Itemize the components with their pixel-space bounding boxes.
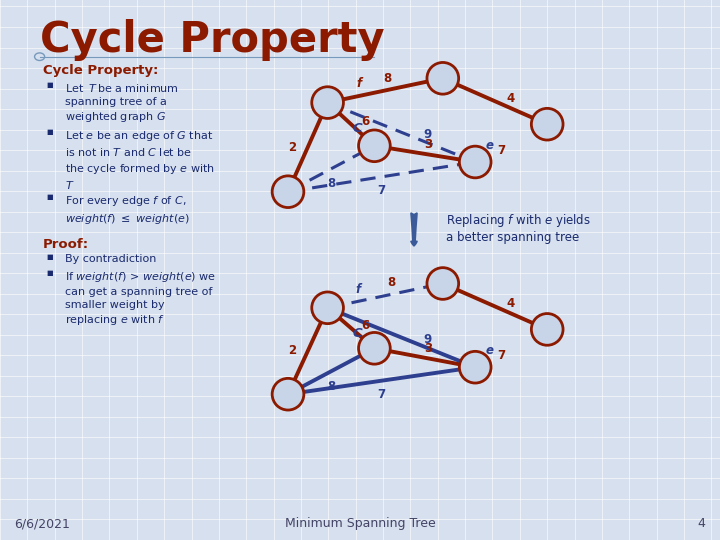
Text: 6: 6 [361,319,369,332]
Text: 8: 8 [327,177,336,191]
Text: 7: 7 [377,184,386,197]
Text: Cycle Property:: Cycle Property: [43,64,158,77]
Text: 2: 2 [288,140,296,154]
Text: ■: ■ [47,129,53,134]
Text: e: e [486,139,494,152]
Text: Minimum Spanning Tree: Minimum Spanning Tree [284,517,436,530]
Text: C: C [353,122,363,135]
Ellipse shape [459,146,491,178]
Text: By contradiction: By contradiction [65,254,156,264]
Text: C: C [353,327,363,340]
Text: If $\mathit{weight(f)}$ > $\mathit{weight(e)}$ we
can get a spanning tree of
sma: If $\mathit{weight(f)}$ > $\mathit{weigh… [65,270,216,327]
Text: Replacing $\it{f}$ with $\it{e}$ yields
a better spanning tree: Replacing $\it{f}$ with $\it{e}$ yields … [446,212,591,244]
Text: f: f [356,282,361,295]
Ellipse shape [312,87,343,118]
Ellipse shape [531,314,563,345]
Ellipse shape [272,379,304,410]
Text: Let $\it{e}$ be an edge of $\it{G}$ that
is not in $\it{T}$ and $\it{C}$ let be
: Let $\it{e}$ be an edge of $\it{G}$ that… [65,129,215,191]
Text: 9: 9 [423,333,432,346]
Text: Proof:: Proof: [43,238,89,251]
Text: 7: 7 [497,144,505,157]
Text: f: f [356,77,361,90]
Text: 4: 4 [507,92,515,105]
Text: 9: 9 [423,128,432,141]
Text: 4: 4 [507,297,515,310]
Text: ■: ■ [47,270,53,276]
Text: 2: 2 [288,345,296,357]
Text: e: e [486,345,494,357]
Text: 6: 6 [361,115,369,128]
Text: 3: 3 [424,341,433,355]
Ellipse shape [359,333,390,364]
Text: For every edge $\it{f}$ of $\it{C}$,
$\mathit{weight(f)}$ $\leq$ $\mathit{weight: For every edge $\it{f}$ of $\it{C}$, $\m… [65,194,190,226]
Text: 8: 8 [383,72,392,85]
Ellipse shape [272,176,304,207]
Text: ■: ■ [47,254,53,260]
Ellipse shape [427,63,459,94]
Text: 8: 8 [387,276,395,289]
Text: 6/6/2021: 6/6/2021 [14,517,71,530]
Text: ■: ■ [47,82,53,88]
Ellipse shape [312,292,343,323]
Ellipse shape [359,130,390,161]
Text: 7: 7 [377,388,386,401]
Ellipse shape [531,109,563,140]
Text: Let  $\it{T}$ be a minimum
spanning tree of a
weighted graph $\it{G}$: Let $\it{T}$ be a minimum spanning tree … [65,82,179,124]
Ellipse shape [427,268,459,299]
Text: 8: 8 [327,380,336,393]
Text: 3: 3 [424,138,433,151]
Ellipse shape [459,352,491,383]
Text: 7: 7 [497,349,505,362]
Text: ■: ■ [47,194,53,200]
Text: Cycle Property: Cycle Property [40,19,384,61]
Text: 4: 4 [698,517,706,530]
